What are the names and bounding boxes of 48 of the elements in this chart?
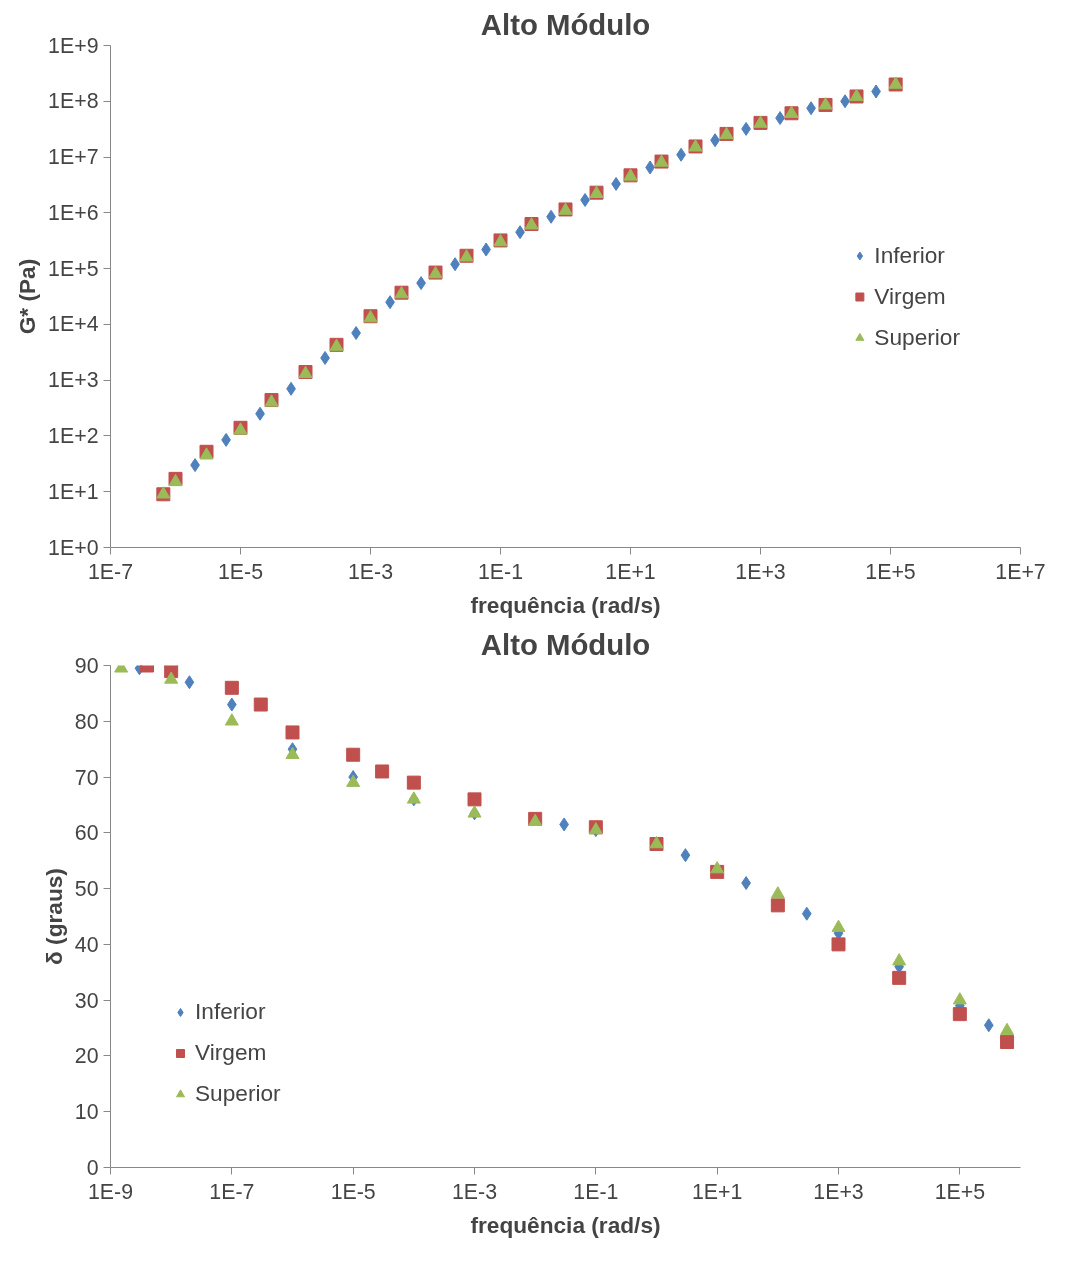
y-tick-label: 80 <box>74 709 99 734</box>
y-tick-label: 0 <box>86 1156 99 1180</box>
y-tick-label: 50 <box>74 877 99 902</box>
y-tick-label: 10 <box>74 1100 99 1125</box>
y-axis-title: δ (graus) <box>40 868 67 965</box>
y-tick-label: 30 <box>74 988 99 1013</box>
y-tick-label: 1E+6 <box>48 200 99 225</box>
y-tick-label: 1E+0 <box>48 535 99 560</box>
x-axis-title: frequência (rad/s) <box>470 1211 661 1238</box>
y-tick-label: 90 <box>74 654 99 678</box>
x-tick-label: 1E-3 <box>347 559 394 584</box>
y-tick-label: 70 <box>74 765 99 790</box>
y-axis-title: G* (Pa) <box>14 258 41 335</box>
x-tick-label: 1E-5 <box>330 1179 376 1204</box>
x-tick-label: 1E-9 <box>87 1179 134 1204</box>
x-tick-label: 1E+7 <box>995 559 1046 584</box>
chart-title: Alto Módulo <box>480 627 651 661</box>
x-tick-label: 1E+1 <box>691 1179 743 1204</box>
legend-label: Superior <box>195 1080 281 1107</box>
x-tick-label: 1E-3 <box>451 1179 498 1204</box>
chart-title: Alto Módulo <box>480 7 651 41</box>
y-tick-label: 1E+3 <box>48 368 99 393</box>
y-tick-label: 1E+9 <box>48 33 99 58</box>
legend-label: Virgem <box>195 1039 267 1066</box>
y-tick-label: 20 <box>74 1044 99 1069</box>
legend-label: Superior <box>874 323 960 351</box>
y-tick-label: 1E+8 <box>48 89 99 114</box>
x-tick-label: 1E+3 <box>813 1179 864 1204</box>
x-tick-label: 1E+5 <box>934 1179 986 1204</box>
legend-label: Inferior <box>874 241 945 269</box>
x-tick-label: 1E-7 <box>87 559 134 584</box>
y-tick-label: 1E+4 <box>48 312 99 337</box>
x-tick-label: 1E-5 <box>217 559 264 584</box>
y-tick-label: 1E+7 <box>48 145 99 170</box>
x-tick-label: 1E-7 <box>209 1179 255 1204</box>
x-tick-label: 1E-1 <box>477 559 524 584</box>
x-tick-label: 1E+3 <box>735 559 786 584</box>
y-tick-label: 40 <box>74 932 99 957</box>
x-tick-label: 1E-1 <box>573 1179 619 1204</box>
legend-label: Inferior <box>195 998 266 1025</box>
y-tick-label: 60 <box>74 821 99 846</box>
legend-label: Virgem <box>874 282 946 310</box>
y-tick-label: 1E+5 <box>48 256 99 281</box>
x-axis-title: frequência (rad/s) <box>470 591 661 618</box>
y-tick-label: 1E+1 <box>48 479 99 504</box>
y-tick-label: 1E+2 <box>48 423 99 448</box>
x-tick-label: 1E+1 <box>605 559 656 584</box>
x-tick-label: 1E+5 <box>865 559 916 584</box>
